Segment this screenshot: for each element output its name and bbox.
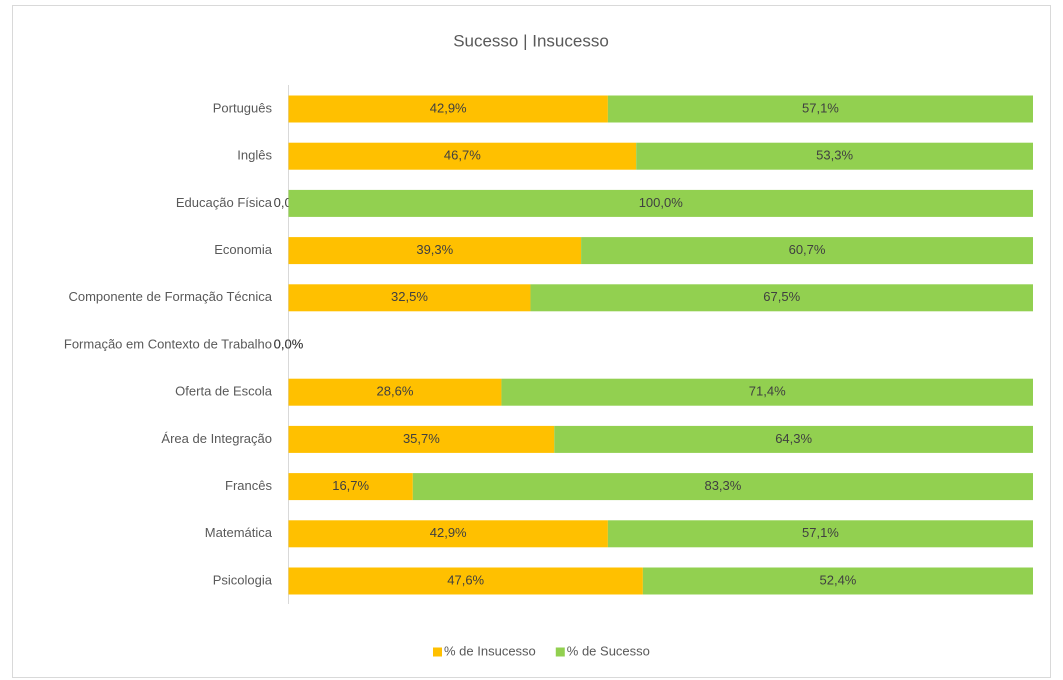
bar-segment [288,237,582,265]
bar-segment [501,378,1033,406]
data-label: 39,3% [416,242,453,257]
bar-segment [288,425,555,453]
bar-segment [288,378,502,406]
y-tick-label: Componente de Formação Técnica [68,289,272,304]
data-label: 53,3% [816,148,853,163]
bar-segment [288,567,643,595]
bar-segment [288,284,531,312]
y-tick-label: Educação Física [176,195,273,210]
data-label: 57,1% [802,525,839,540]
y-tick-label: Português [213,100,273,115]
legend-swatch [555,647,565,657]
data-label: 47,6% [447,572,484,587]
bar-segment [288,142,637,170]
bar-segment [607,95,1033,123]
data-label: 71,4% [749,384,786,399]
bar-segment [607,520,1033,548]
data-label: 35,7% [403,431,440,446]
y-tick-label: Oferta de Escola [175,384,273,399]
data-label: 42,9% [430,525,467,540]
bar-segment [642,567,1033,595]
legend-label: % de Insucesso [444,643,536,658]
bar-segment [412,473,1033,501]
data-label: 52,4% [820,572,857,587]
bar-segment [288,473,413,501]
y-tick-label: Francês [225,478,272,493]
legend-label: % de Sucesso [567,643,650,658]
data-label: 28,6% [377,384,414,399]
data-label: 64,3% [775,431,812,446]
bar-segment [554,425,1033,453]
data-label: 83,3% [704,478,741,493]
data-label: 100,0% [639,195,684,210]
data-label: 0,0% [274,336,304,351]
y-tick-label: Economia [214,242,273,257]
data-label: 0,0% [274,336,304,351]
bar-segment [288,520,608,548]
bar-segment [288,95,608,123]
bar-segment [636,142,1033,170]
data-label: 32,5% [391,289,428,304]
data-label: 42,9% [430,100,467,115]
y-tick-label: Matemática [205,525,273,540]
y-tick-label: Inglês [237,148,272,163]
y-tick-label: Psicologia [213,572,273,587]
data-label: 16,7% [332,478,369,493]
y-tick-label: Área de Integração [161,431,272,446]
bar-segment [581,237,1033,265]
legend-swatch [433,647,442,657]
data-label: 67,5% [763,289,800,304]
bar-segment [530,284,1033,312]
bar-segment [288,189,1033,217]
data-label: 60,7% [789,242,826,257]
data-label: 57,1% [802,100,839,115]
data-label: 46,7% [444,148,481,163]
chart-title: Sucesso | Insucesso [453,31,609,50]
y-tick-label: Formação em Contexto de Trabalho [64,336,272,351]
